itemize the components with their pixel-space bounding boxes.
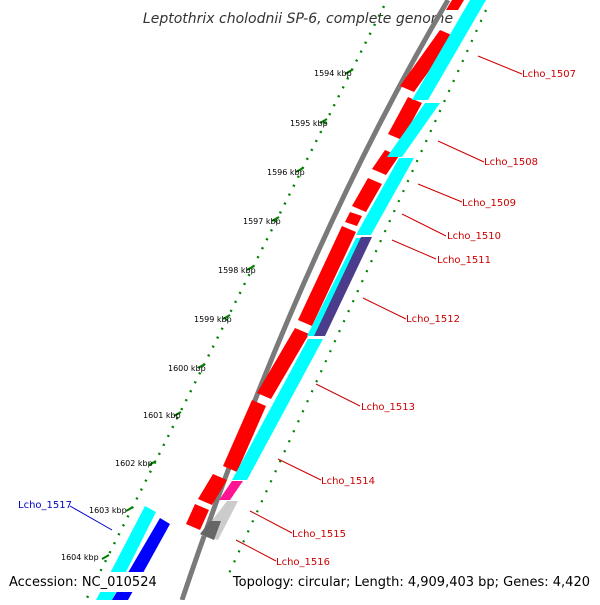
outer-dotted-track: [85, 5, 386, 599]
kbp-label: 1597 kbp: [243, 217, 281, 226]
callout-line: [249, 510, 293, 534]
cds-arrow: [298, 226, 356, 326]
gene-label[interactable]: Lcho_1511: [437, 255, 491, 266]
gene-label[interactable]: Lcho_1516: [276, 557, 330, 568]
kbp-label: 1604 kbp: [61, 553, 99, 562]
kbp-tick: [319, 118, 328, 124]
kbp-label: 1598 kbp: [218, 266, 256, 275]
gene-label[interactable]: Lcho_1509: [462, 198, 516, 209]
inner-dotted-track: [224, 9, 488, 581]
forward-strand-track: [186, 0, 464, 530]
cds-arrow: [446, 0, 464, 10]
callout-line: [417, 183, 463, 203]
kbp-label: 1600 kbp: [168, 364, 206, 373]
feature-block: [356, 158, 414, 235]
callout-line: [477, 55, 523, 75]
gene-labels: Lcho_1507 Lcho_1508 Lcho_1509 Lcho_1510 …: [18, 69, 576, 568]
kbp-label: 1599 kbp: [194, 315, 232, 324]
feature-block: [387, 103, 440, 157]
gene-label[interactable]: Lcho_1515: [292, 529, 346, 540]
feature-block: [232, 339, 323, 480]
kbp-label: 1596 kbp: [267, 168, 305, 177]
gene-label[interactable]: Lcho_1512: [406, 314, 460, 325]
callout-line: [391, 239, 437, 260]
cds-arrow: [400, 30, 454, 92]
callout-line: [401, 213, 447, 237]
kbp-tick: [295, 167, 304, 173]
kbp-tick: [246, 265, 255, 271]
cds-arrow: [186, 504, 209, 530]
kbp-label: 1601 kbp: [143, 411, 181, 420]
callout-line: [362, 297, 407, 320]
cds-arrow: [223, 400, 266, 472]
cds-arrow: [388, 97, 422, 140]
feature-track: [200, 0, 486, 540]
genome-backbone: [179, 0, 451, 601]
feature-block: [412, 0, 486, 100]
kbp-label: 1595 kbp: [290, 119, 328, 128]
cds-arrow: [257, 328, 309, 399]
topology-box: [256, 572, 594, 592]
kbp-tick: [271, 216, 280, 222]
cds-arrow: [198, 474, 227, 505]
map-title: Leptothrix cholodnii SP-6, complete geno…: [143, 11, 453, 27]
kbp-tick: [197, 363, 206, 369]
accession-text: Accession: NC_010524: [9, 575, 157, 590]
callout-line: [315, 383, 361, 407]
kbp-tick: [148, 460, 157, 466]
cds-arrow: [345, 212, 362, 226]
kbp-ticks: 1594 kbp 1595 kbp 1596 kbp 1597 kbp 1598…: [61, 69, 353, 562]
gene-label[interactable]: Lcho_1517: [18, 500, 72, 511]
gene-label[interactable]: Lcho_1510: [447, 231, 501, 242]
callout-line: [277, 458, 322, 481]
topology-text: Topology: circular; Length: 4,909,403 bp…: [232, 575, 590, 590]
kbp-tick: [101, 554, 110, 560]
gene-label[interactable]: Lcho_1514: [321, 476, 375, 487]
callout-lines: [69, 55, 523, 562]
callout-line: [69, 505, 113, 531]
kbp-tick: [222, 314, 231, 320]
cds-arrow: [352, 178, 382, 212]
gene-label[interactable]: Lcho_1508: [484, 157, 538, 168]
gene-label[interactable]: Lcho_1507: [522, 69, 576, 80]
callout-line: [437, 140, 485, 163]
feature-block-gray: [200, 521, 221, 540]
kbp-label: 1594 kbp: [314, 69, 352, 78]
kbp-label: 1602 kbp: [115, 459, 153, 468]
kbp-tick: [173, 411, 182, 417]
kbp-label: 1603 kbp: [89, 506, 127, 515]
feature-block-magenta: [219, 481, 243, 500]
kbp-tick: [344, 69, 353, 75]
feature-block-purple: [314, 237, 372, 336]
kbp-tick: [125, 506, 134, 512]
accession-box: [6, 572, 146, 592]
callout-line: [235, 539, 277, 562]
gene-label[interactable]: Lcho_1513: [361, 402, 415, 413]
